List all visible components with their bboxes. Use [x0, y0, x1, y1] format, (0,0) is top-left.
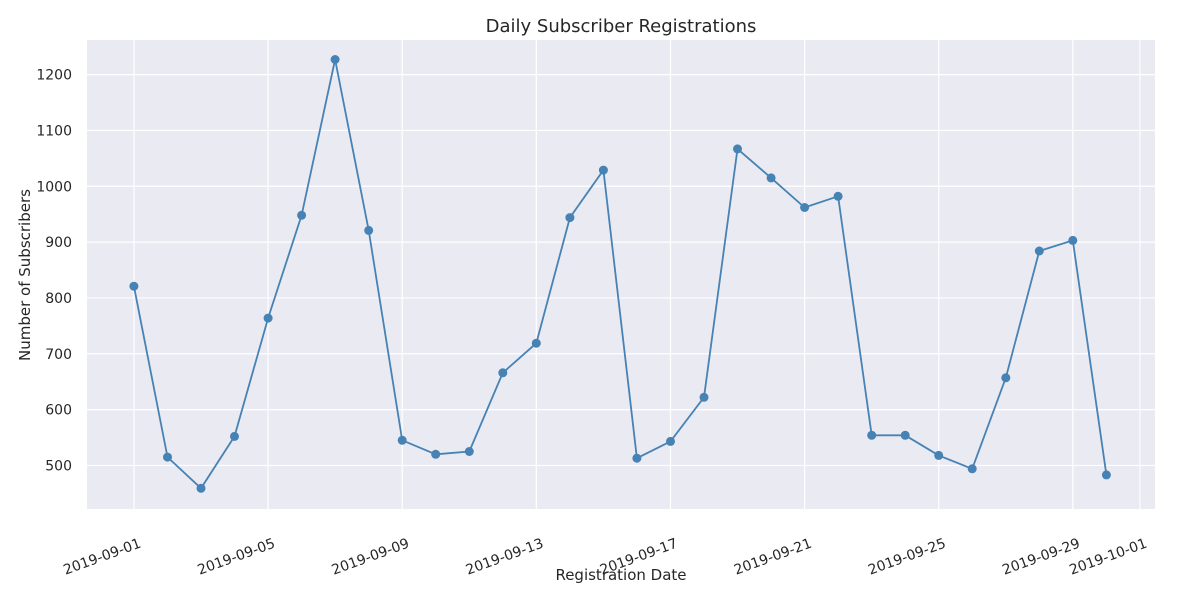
y-tick-labels: 500 600 700 800 900 1000 1100 1200 — [36, 68, 72, 475]
data-point — [1068, 235, 1078, 245]
series-line — [133, 59, 1108, 490]
data-point — [464, 447, 474, 456]
data-point — [330, 55, 340, 64]
data-point — [263, 313, 273, 323]
data-point — [666, 436, 675, 446]
data-point — [934, 450, 944, 460]
data-point — [129, 281, 139, 291]
series-group — [129, 55, 1111, 493]
data-point — [766, 173, 776, 183]
x-tick-label: 2019-10-01 — [1067, 536, 1149, 579]
y-tick-label: 900 — [45, 235, 72, 251]
data-point — [699, 392, 709, 402]
x-axis-label: Registration Date — [555, 566, 686, 584]
data-point — [565, 213, 575, 223]
chart-title: Daily Subscriber Registrations — [486, 16, 757, 37]
data-point — [800, 203, 810, 212]
data-point — [531, 338, 541, 348]
data-point — [833, 191, 843, 201]
x-tick-label: 2019-09-01 — [61, 536, 143, 579]
data-point — [1001, 373, 1011, 383]
y-tick-label: 700 — [45, 347, 72, 363]
data-point — [364, 225, 374, 235]
data-point — [733, 144, 742, 154]
data-point — [632, 453, 642, 463]
grid-lines — [87, 40, 1155, 509]
data-point — [1034, 246, 1044, 256]
data-point — [431, 449, 441, 459]
x-tick-label: 2019-09-25 — [866, 536, 948, 579]
y-tick-label: 1100 — [36, 123, 72, 139]
plot-background — [87, 40, 1155, 509]
data-point — [498, 368, 508, 378]
data-point — [196, 483, 206, 493]
x-tick-label: 2019-09-05 — [196, 536, 278, 579]
data-point — [967, 464, 977, 474]
y-tick-label: 1200 — [36, 68, 72, 84]
data-point — [1101, 470, 1111, 480]
data-point — [397, 435, 407, 445]
x-tick-label: 2019-09-09 — [330, 536, 412, 579]
data-point — [867, 430, 877, 440]
data-point — [230, 431, 239, 441]
data-point — [163, 452, 172, 462]
y-tick-label: 500 — [45, 458, 72, 474]
x-tick-label: 2019-09-21 — [732, 536, 814, 579]
x-tick-label: 2019-09-13 — [464, 536, 546, 579]
data-point — [598, 165, 608, 175]
data-point — [900, 430, 910, 440]
y-tick-label: 800 — [45, 291, 72, 307]
y-tick-label: 1000 — [36, 179, 72, 195]
data-point — [297, 210, 307, 220]
y-tick-label: 600 — [45, 403, 72, 419]
y-axis-label: Number of Subscribers — [16, 189, 34, 361]
